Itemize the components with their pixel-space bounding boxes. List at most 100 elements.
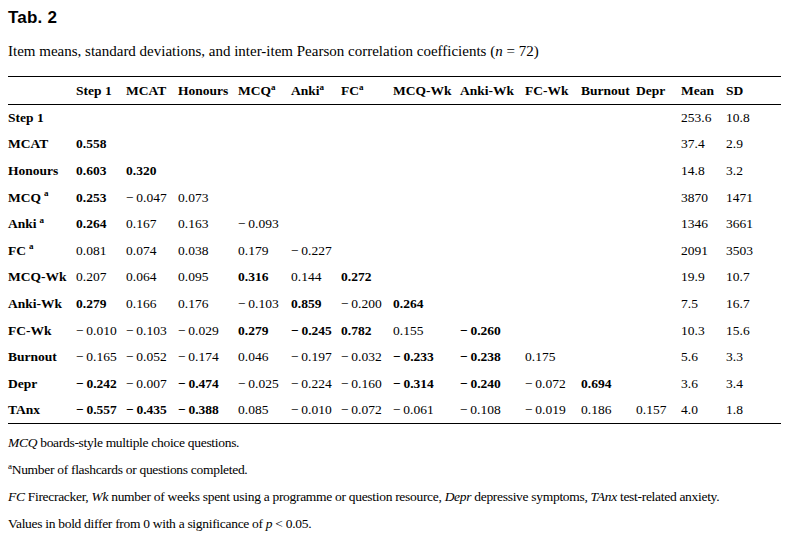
row-label: FC-Wk [8, 317, 76, 344]
table-cell: 1.8 [726, 397, 781, 424]
table-cell [581, 105, 636, 132]
table-cell [178, 105, 238, 132]
table-row-anki-wk: Anki-Wk0.2790.1660.176− 0.1030.859− 0.20… [8, 291, 781, 318]
row-label: Depr [8, 370, 76, 397]
table-cell [636, 370, 681, 397]
table-cell: − 0.165 [76, 344, 126, 371]
table-row-mcq: MCQa0.253− 0.0470.07338701471 [8, 184, 781, 211]
table-cell: − 0.197 [291, 344, 341, 371]
table-cell [341, 131, 393, 158]
table-cell: 37.4 [681, 131, 726, 158]
table-cell [393, 105, 460, 132]
table-row-fc: FCa0.0810.0740.0380.179− 0.22720913503 [8, 237, 781, 264]
table-cell: 3870 [681, 184, 726, 211]
table-row-fc-wk: FC-Wk− 0.010− 0.103− 0.0290.279− 0.2450.… [8, 317, 781, 344]
table-cell [636, 264, 681, 291]
table-cell [581, 291, 636, 318]
superscript-a: a [44, 188, 49, 198]
table-cell: 0.064 [126, 264, 178, 291]
table-cell [525, 211, 581, 238]
row-label: Step 1 [8, 105, 76, 132]
superscript-a: a [29, 241, 34, 251]
table-cell [525, 264, 581, 291]
table-cell: 0.279 [238, 317, 291, 344]
table-cell: 1346 [681, 211, 726, 238]
column-header-depr: Depr [636, 77, 681, 105]
table-cell: 0.155 [393, 317, 460, 344]
table-cell [460, 211, 525, 238]
text-segment: Firecracker, [25, 489, 92, 504]
table-cell: 3661 [726, 211, 781, 238]
table-cell [636, 237, 681, 264]
table-cell: 16.7 [726, 291, 781, 318]
table-cell [393, 158, 460, 185]
table-cell [581, 131, 636, 158]
table-cell: − 0.072 [341, 397, 393, 424]
row-label: MCAT [8, 131, 76, 158]
table-cell [581, 317, 636, 344]
table-cell: − 0.245 [291, 317, 341, 344]
table-cell [393, 211, 460, 238]
footnote-1: MCQ boards-style multiple choice questio… [8, 435, 789, 451]
table-cell [525, 158, 581, 185]
text-segment: < 0.05. [272, 516, 311, 531]
text-segment: Item means, standard deviations, and int… [8, 43, 495, 59]
footnote-3: FC Firecracker, Wk number of weeks spent… [8, 489, 789, 505]
table-cell: 10.8 [726, 105, 781, 132]
table-cell: − 0.103 [238, 291, 291, 318]
table-cell: 0.264 [393, 291, 460, 318]
table-cell [291, 105, 341, 132]
superscript-a: a [320, 81, 325, 91]
table-cell [460, 184, 525, 211]
table-cell [460, 264, 525, 291]
table-cell: 10.3 [681, 317, 726, 344]
table-cell [525, 184, 581, 211]
table-cell: 0.081 [76, 237, 126, 264]
table-cell [238, 105, 291, 132]
table-cell: 0.264 [76, 211, 126, 238]
text-segment: depressive symptoms, [471, 489, 590, 504]
table-cell [291, 158, 341, 185]
table-row-mcat: MCAT0.558 37.42.9 [8, 131, 781, 158]
table-cell [393, 131, 460, 158]
table-cell [636, 184, 681, 211]
table-cell: 2091 [681, 237, 726, 264]
table-cell: − 0.557 [76, 397, 126, 424]
table-row-anki: Ankia0.2640.1670.163− 0.09313463661 [8, 211, 781, 238]
table-cell: 0.046 [238, 344, 291, 371]
table-cell [581, 237, 636, 264]
table-cell: 4.0 [681, 397, 726, 424]
row-label: Honours [8, 158, 76, 185]
text-segment: MCQ [8, 435, 37, 450]
table-cell: − 0.032 [341, 344, 393, 371]
correlation-table: Step 1MCATHonoursMCQaAnkiaFCaMCQ-WkAnki-… [8, 76, 781, 424]
table-cell: 1471 [726, 184, 781, 211]
table-cell [636, 211, 681, 238]
table-cell [238, 131, 291, 158]
table-cell: 2.9 [726, 131, 781, 158]
table-cell: − 0.474 [178, 370, 238, 397]
row-label: Anki-Wk [8, 291, 76, 318]
column-header-fc-wk: FC-Wk [525, 77, 581, 105]
text-segment: test-related anxiety. [617, 489, 719, 504]
table-cell: − 0.435 [126, 397, 178, 424]
table-cell [238, 158, 291, 185]
column-header-mcq: MCQa [238, 77, 291, 105]
table-cell: − 0.160 [341, 370, 393, 397]
table-cell: 0.320 [126, 158, 178, 185]
table-cell: 0.558 [76, 131, 126, 158]
superscript-a: a [40, 215, 45, 225]
row-label: MCQa [8, 184, 76, 211]
table-cell: 0.167 [126, 211, 178, 238]
table-cell [581, 344, 636, 371]
table-cell [525, 131, 581, 158]
table-cell: 0.272 [341, 264, 393, 291]
table-cell: 0.179 [238, 237, 291, 264]
table-row-tanx: TAnx− 0.557− 0.435− 0.3880.085− 0.010− 0… [8, 397, 781, 424]
table-header-row: Step 1MCATHonoursMCQaAnkiaFCaMCQ-WkAnki-… [8, 77, 781, 105]
table-cell [636, 344, 681, 371]
table-cell: 0.859 [291, 291, 341, 318]
table-cell [76, 105, 126, 132]
table-cell [126, 105, 178, 132]
table-cell [393, 264, 460, 291]
